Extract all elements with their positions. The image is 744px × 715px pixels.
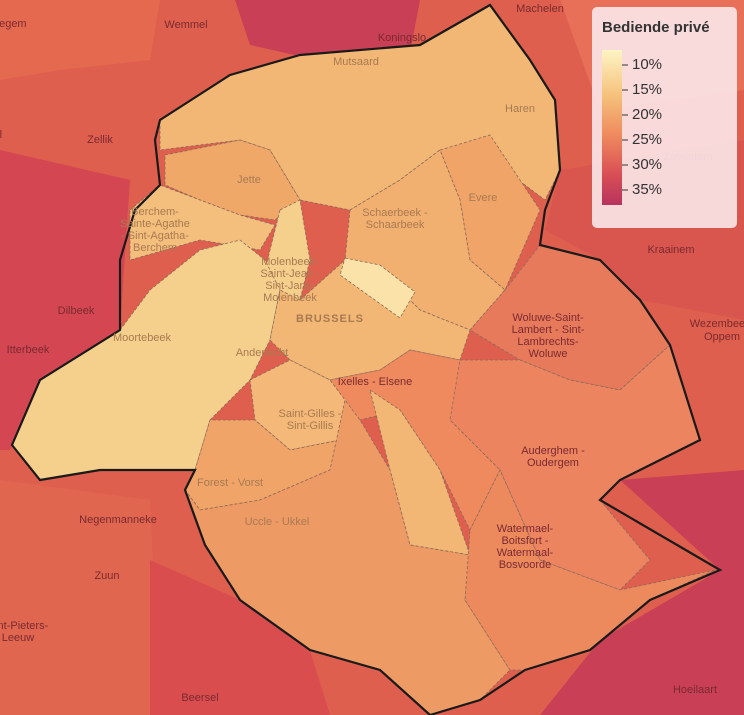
place-label-line: Haren (505, 103, 535, 115)
place-label-line: Kobbegem (0, 18, 27, 30)
place-label-line: Saint-Gilles - (279, 408, 342, 420)
place-label: Dilbeek (58, 305, 95, 317)
place-label: BRUSSELS (296, 313, 364, 325)
color-scale (602, 50, 622, 205)
legend-tick-label: 35% (632, 181, 662, 198)
place-label-line: Lambrechts- (517, 336, 578, 348)
place-label-line: Lambert - Sint- (512, 324, 585, 336)
place-label-line: Zellik (87, 134, 113, 146)
place-label-line: Berchem- (131, 206, 179, 218)
place-label: Zellik (87, 134, 113, 146)
place-label-line: Jette (237, 174, 261, 186)
place-label-line: - Sint-Agatha- (121, 230, 189, 242)
place-label: Forest - Vorst (197, 477, 263, 489)
place-label: Watermael-Boitsfort -Watermaal-Bosvoorde (497, 523, 554, 571)
place-label-line: zeel (0, 129, 2, 141)
place-label-line: Berchem (133, 242, 177, 254)
place-label: Sint-Pieters-Leeuw (0, 620, 49, 644)
place-label-line: Evere (469, 192, 498, 204)
place-label-line: Sint-Pieters- (0, 620, 49, 632)
legend: Bediende privé 10% 15% 20% 25% 30% 35% (592, 7, 737, 228)
place-label: Zuun (94, 570, 119, 582)
place-label: Uccle - Ukkel (245, 516, 310, 528)
place-label-line: Sainte-Agathe (120, 218, 190, 230)
place-label: Kraainem (647, 244, 694, 256)
place-label-line: Machelen (516, 3, 564, 15)
place-label-line: Forest - Vorst (197, 477, 263, 489)
place-label: Kobbegem (0, 18, 27, 30)
place-label-line: Beersel (181, 692, 218, 704)
legend-box (592, 7, 737, 228)
place-label: Saint-Gilles -Sint-Gillis (279, 408, 342, 432)
place-label-line: Wezembeek- (690, 318, 744, 330)
place-label: Woluwe-Saint-Lambert - Sint-Lambrechts-W… (512, 312, 585, 360)
place-label-line: Moortebeek (113, 332, 172, 344)
place-label: Beersel (181, 692, 218, 704)
place-label-line: Negenmanneke (79, 514, 157, 526)
place-label-line: Zuun (94, 570, 119, 582)
brussels-region (10, 3, 723, 715)
place-label: Evere (469, 192, 498, 204)
legend-tick-label: 15% (632, 81, 662, 98)
legend-title: Bediende privé (602, 19, 710, 36)
place-labels: Machelen Kobbegem Wemmel Koningslo Mutsaard H… (0, 3, 744, 704)
place-label: Schaerbeek -Schaarbeek (362, 207, 428, 231)
place-label: Negenmanneke (79, 514, 157, 526)
place-label-line: Mutsaard (333, 56, 379, 68)
place-label-line: Bosvoorde (499, 559, 552, 571)
place-label-line: Watermaal- (497, 547, 554, 559)
place-label: Moortebeek (113, 332, 172, 344)
place-label: Berchem-Sainte-Agathe - Sint-Agatha-Berch… (120, 206, 190, 254)
place-label-line: Sint-Jans- (265, 280, 315, 292)
place-label: Itterbeek (7, 344, 50, 356)
place-label-line: Schaerbeek - (362, 207, 428, 219)
place-label-line: Dilbeek (58, 305, 95, 317)
place-label-line: Woluwe-Saint- (512, 312, 584, 324)
place-label-line: Oudergem (527, 457, 579, 469)
place-label-line: Molenbeek (263, 292, 317, 304)
place-label-line: Woluwe (529, 348, 568, 360)
place-label-line: BRUSSELS (296, 313, 364, 325)
place-label: Molenbeek-Saint-Jean -Sint-Jans-Molenbee… (260, 256, 320, 304)
place-label-line: Anderlecht (236, 347, 289, 359)
place-label-line: Oppem (704, 331, 740, 343)
place-label-line: Saint-Jean - (260, 268, 320, 280)
legend-tick-label: 30% (632, 156, 662, 173)
place-label-line: Schaarbeek (366, 219, 425, 231)
place-label: Hoeilaart (673, 684, 717, 696)
place-label-line: Ixelles - Elsene (338, 376, 413, 388)
place-label: Haren (505, 103, 535, 115)
legend-tick-label: 20% (632, 106, 662, 123)
place-label: zeel (0, 129, 2, 141)
place-label: Koningslo (378, 32, 426, 44)
place-label-line: Molenbeek- (261, 256, 319, 268)
place-label-line: Auderghem - (521, 445, 585, 457)
place-label-line: Kraainem (647, 244, 694, 256)
place-label-line: Koningslo (378, 32, 426, 44)
place-label-line: Watermael- (497, 523, 554, 535)
place-label-line: Wemmel (164, 19, 207, 31)
legend-tick-label: 10% (632, 56, 662, 73)
place-label-line: Hoeilaart (673, 684, 717, 696)
place-label: Auderghem -Oudergem (521, 445, 585, 469)
legend-tick-label: 25% (632, 131, 662, 148)
place-label-line: Uccle - Ukkel (245, 516, 310, 528)
place-label: Anderlecht (236, 347, 289, 359)
place-label: Ixelles - Elsene (338, 376, 413, 388)
place-label: Jette (237, 174, 261, 186)
place-label-line: Boitsfort - (501, 535, 548, 547)
place-label: Machelen (516, 3, 564, 15)
place-label: Mutsaard (333, 56, 379, 68)
place-label: Wemmel (164, 19, 207, 31)
place-label-line: Leeuw (2, 632, 34, 644)
place-label-line: Sint-Gillis (287, 420, 334, 432)
place-label: Wezembeek-Oppem (690, 318, 744, 343)
place-label-line: Itterbeek (7, 344, 50, 356)
